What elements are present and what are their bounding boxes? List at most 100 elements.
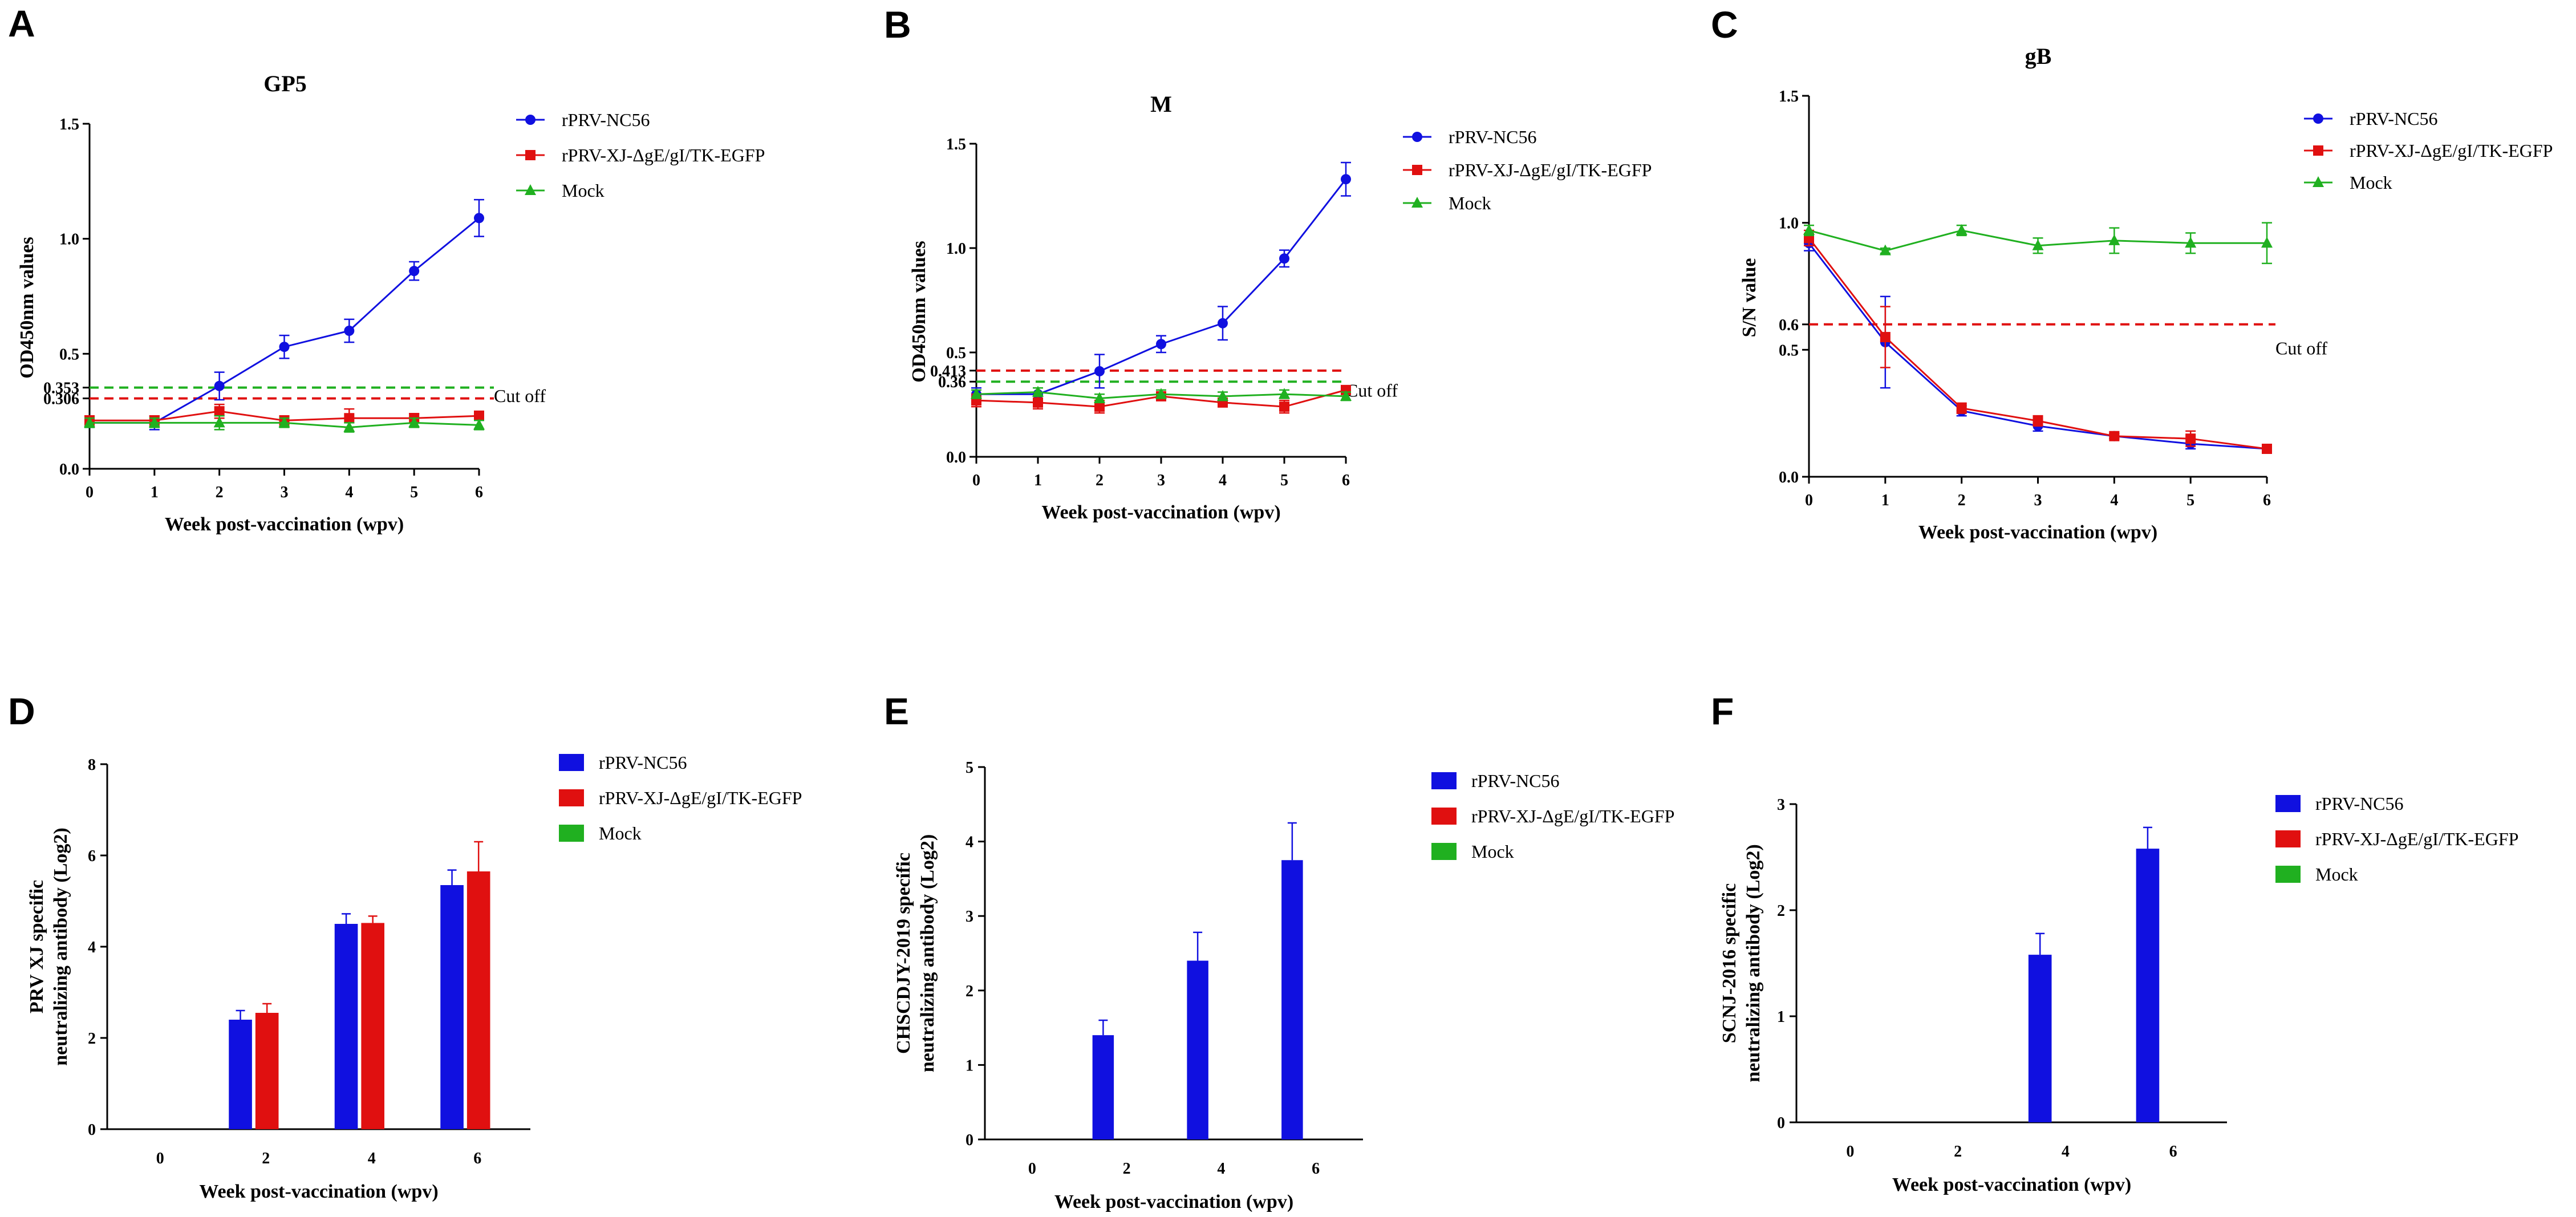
- bar: [255, 1013, 279, 1129]
- data-point: [474, 411, 484, 421]
- cutoff-label: Cut off: [494, 386, 546, 406]
- legend-item: rPRV-NC56: [2304, 108, 2438, 129]
- data-point: [1279, 388, 1290, 399]
- data-point: [473, 419, 485, 430]
- y-tick-label: 1.5: [59, 116, 79, 133]
- legend-label: Mock: [2350, 172, 2392, 193]
- series-1: [1804, 229, 2272, 455]
- x-tick-label: 4: [2110, 492, 2118, 509]
- y-tick-label: 0: [966, 1131, 973, 1149]
- legend-swatch: [2275, 795, 2301, 812]
- legend-marker: [2313, 113, 2323, 124]
- y-tick-label: 0.5: [946, 344, 966, 362]
- legend-label: rPRV-NC56: [2315, 793, 2404, 814]
- y-axis-label: PRV XJ specific: [26, 880, 47, 1013]
- y-axis-label: neutralizing antibody (Log2): [1743, 844, 1764, 1082]
- data-point: [1032, 386, 1044, 397]
- y-tick-label: 0.36: [938, 374, 966, 391]
- x-tick-label: 1: [1034, 472, 1042, 489]
- x-tick-label: 0: [1805, 492, 1813, 509]
- y-axis-label: neutralizing antibody (Log2): [50, 827, 71, 1065]
- y-tick-label: 1.5: [1779, 88, 1799, 106]
- panel-letter-f: F: [1711, 690, 1734, 732]
- legend-swatch: [559, 825, 584, 842]
- x-tick-label: 0: [156, 1150, 164, 1167]
- bar: [1281, 860, 1303, 1139]
- x-tick-label: 1: [1881, 492, 1889, 509]
- data-point: [278, 416, 290, 428]
- legend-label: Mock: [562, 180, 605, 201]
- y-tick-label: 1: [1777, 1008, 1785, 1026]
- legend-item: rPRV-XJ-ΔgE/gI/TK-EGFP: [2275, 829, 2518, 849]
- legend-marker: [1411, 197, 1423, 208]
- data-point: [1218, 318, 1228, 328]
- legend-item: rPRV-XJ-ΔgE/gI/TK-EGFP: [559, 788, 802, 808]
- y-axis-label: S/N value: [1739, 258, 1760, 338]
- legend-marker: [1412, 132, 1422, 142]
- x-tick-label: 0: [86, 484, 94, 501]
- x-tick-label: 6: [1342, 472, 1350, 489]
- x-tick-label: 2: [1123, 1160, 1131, 1178]
- data-point: [1279, 253, 1289, 264]
- series-2: [84, 415, 485, 433]
- data-point: [1279, 401, 1289, 412]
- data-point: [1094, 366, 1105, 376]
- x-axis-label: Week post-vaccination (wpv): [165, 514, 404, 535]
- y-tick-label: 1: [966, 1057, 973, 1074]
- y-tick-label: 0.306: [43, 391, 79, 408]
- series-0: [971, 161, 1351, 401]
- legend-label: rPRV-XJ-ΔgE/gI/TK-EGFP: [1449, 160, 1652, 180]
- legend-label: Mock: [599, 823, 642, 843]
- y-axis-label: OD450nm values: [17, 237, 38, 378]
- x-tick-label: 6: [2169, 1143, 2177, 1161]
- x-tick-label: 4: [345, 484, 353, 501]
- x-tick-label: 4: [1217, 1160, 1225, 1178]
- legend-label: rPRV-XJ-ΔgE/gI/TK-EGFP: [2350, 140, 2553, 161]
- data-point: [474, 213, 484, 224]
- series-2: [971, 386, 1352, 404]
- legend-swatch: [2275, 830, 2301, 847]
- y-tick-label: 0.5: [1779, 342, 1799, 359]
- series-0: [84, 198, 484, 431]
- y-tick-label: 4: [966, 834, 973, 851]
- y-tick-label: 6: [88, 847, 96, 865]
- legend-swatch: [2275, 866, 2301, 883]
- y-tick-label: 5: [966, 759, 973, 777]
- data-point: [1217, 390, 1228, 401]
- x-tick-label: 3: [281, 484, 289, 501]
- data-point: [1341, 174, 1351, 185]
- y-tick-label: 0.0: [59, 461, 79, 478]
- x-tick-label: 0: [1028, 1160, 1036, 1178]
- chart-title: M: [1150, 91, 1172, 117]
- bar: [1092, 1035, 1114, 1139]
- y-tick-label: 3: [1777, 796, 1785, 814]
- y-tick-label: 0: [1777, 1114, 1785, 1132]
- legend-label: rPRV-XJ-ΔgE/gI/TK-EGFP: [2315, 829, 2518, 849]
- legend-item: Mock: [2304, 172, 2392, 193]
- data-point: [214, 380, 225, 391]
- data-point: [1156, 339, 1166, 350]
- y-axis-label: OD450nm values: [908, 241, 930, 382]
- y-tick-label: 0.0: [1779, 469, 1799, 486]
- legend-label: rPRV-NC56: [1449, 127, 1537, 147]
- data-point: [971, 388, 982, 399]
- x-tick-label: 4: [368, 1150, 376, 1167]
- x-axis-label: Week post-vaccination (wpv): [1041, 502, 1280, 523]
- legend-item: rPRV-XJ-ΔgE/gI/TK-EGFP: [1403, 160, 1652, 180]
- y-tick-label: 0.413: [930, 363, 966, 380]
- legend-item: rPRV-NC56: [516, 109, 650, 130]
- y-axis-label: CHSCDJY-2019 specific: [893, 853, 914, 1054]
- panel-letter-d: D: [8, 690, 35, 732]
- data-point: [344, 413, 355, 424]
- data-point: [409, 266, 420, 277]
- legend-swatch: [559, 754, 584, 771]
- x-tick-label: 0: [972, 472, 980, 489]
- data-point: [1033, 397, 1043, 408]
- cutoff-label: Cut off: [1346, 380, 1398, 401]
- y-axis-label: neutralizing antibody (Log2): [917, 834, 938, 1072]
- data-point: [2185, 433, 2196, 444]
- y-tick-label: 3: [966, 908, 973, 926]
